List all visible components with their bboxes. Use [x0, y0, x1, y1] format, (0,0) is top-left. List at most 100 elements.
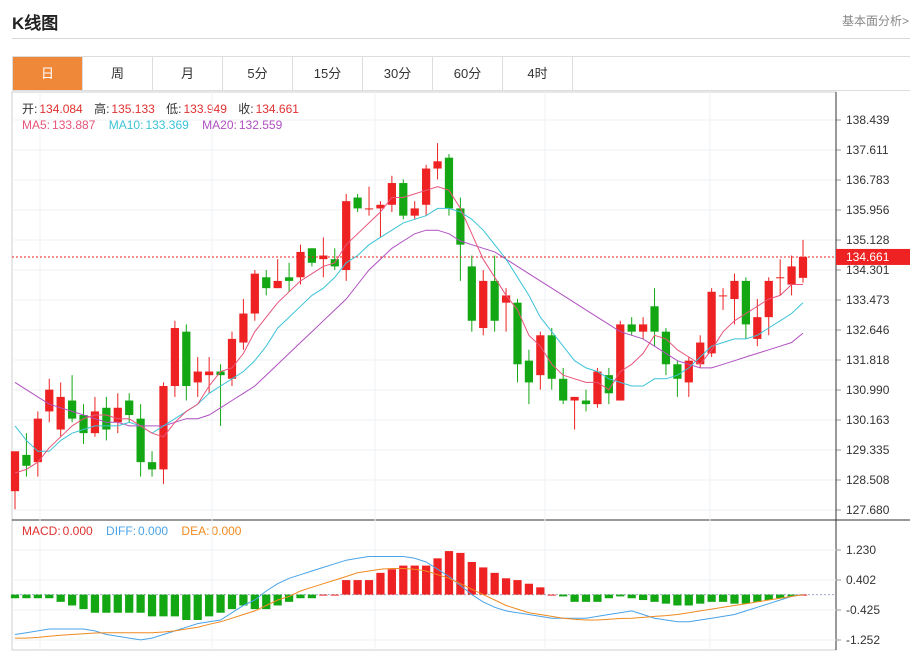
macd-bar	[741, 594, 751, 604]
candle-body	[113, 407, 122, 423]
macd-bar	[764, 594, 773, 601]
macd-bar	[79, 594, 88, 610]
ma10-label: MA10:	[108, 118, 144, 132]
open-label: 开:	[22, 102, 38, 116]
macd-bar	[170, 594, 179, 617]
macd-bar	[250, 594, 259, 610]
macd-bar	[513, 580, 522, 595]
candle-body	[45, 389, 54, 412]
macd-plot-frame	[11, 519, 837, 651]
candle-body	[376, 204, 385, 209]
macd-bar	[353, 580, 362, 595]
macd-bar	[262, 594, 271, 610]
macd-bar	[456, 552, 465, 595]
candle-body	[353, 197, 362, 209]
macd-bar	[10, 594, 20, 599]
candle-body	[787, 266, 796, 285]
macd-bar	[296, 594, 305, 599]
candle-body	[205, 371, 214, 376]
macd-bar	[45, 594, 54, 599]
macd-bar	[410, 565, 419, 595]
candle-body	[604, 375, 613, 394]
candle-body	[456, 208, 465, 245]
dea-line	[15, 568, 804, 639]
ma5-line	[14, 186, 803, 474]
macd-bar	[113, 594, 122, 613]
ma10-value: 133.369	[145, 118, 189, 132]
y-tick-label: 130.990	[846, 383, 890, 397]
candle-body	[673, 364, 682, 379]
candle-body	[467, 266, 476, 321]
diff-value: 0.000	[138, 524, 169, 538]
diff-line	[14, 556, 804, 641]
candle-body	[479, 280, 488, 329]
macd-bar	[444, 551, 454, 595]
macd-bar	[364, 580, 374, 595]
candle-body	[741, 280, 751, 325]
candle-body	[570, 396, 579, 401]
macd-bar	[639, 594, 648, 601]
macd-bar	[147, 594, 157, 617]
ma-readout: MA5: 133.887 MA10: 133.369 MA20: 132.559	[22, 118, 284, 132]
candle-body	[307, 248, 317, 263]
candle-body	[125, 400, 134, 416]
candle-body	[422, 168, 431, 205]
candle-body	[524, 360, 534, 383]
macd-bar	[330, 594, 339, 596]
candle-body	[56, 396, 65, 430]
candle-body	[284, 277, 294, 281]
ma20-label: MA20:	[202, 118, 237, 132]
ma20-value: 132.559	[238, 118, 283, 132]
macd-bar	[547, 594, 556, 596]
macd-bar	[284, 594, 294, 602]
y-tick-label: 137.611	[846, 143, 889, 157]
macd-bar	[239, 594, 248, 606]
tab-30min[interactable]: 30分	[363, 57, 433, 90]
macd-bar	[479, 567, 488, 595]
macd-bar	[376, 572, 385, 595]
macd-bar	[319, 594, 328, 596]
macd-bar	[342, 580, 351, 595]
macd-bar	[787, 594, 796, 597]
last-price-tag-label: 134.661	[846, 250, 890, 264]
macd-value: 0.000	[62, 524, 93, 538]
candle-body	[718, 295, 728, 297]
macd-bar	[67, 594, 77, 606]
fundamental-analysis-link[interactable]: 基本面分析>	[841, 14, 909, 28]
tab-week[interactable]: 周	[83, 57, 153, 90]
y-tick-label: 138.439	[846, 113, 890, 127]
macd-bar	[56, 594, 65, 602]
macd-bar	[193, 594, 202, 620]
candle-body	[136, 418, 145, 463]
candle-body	[547, 335, 556, 379]
macd-tick-label: -1.252	[846, 633, 880, 647]
tab-60min[interactable]: 60分	[433, 57, 503, 90]
ma5-value: 133.887	[52, 118, 96, 132]
macd-bar	[205, 594, 214, 617]
y-tick-label: 130.163	[846, 413, 890, 427]
diff-label: DIFF:	[106, 524, 137, 538]
macd-bar	[604, 594, 613, 599]
tab-5min[interactable]: 5分	[223, 57, 293, 90]
macd-bar	[753, 594, 762, 602]
candle-body	[650, 306, 659, 332]
macd-bar	[307, 594, 317, 599]
candle-body	[707, 291, 716, 354]
candle-body	[102, 407, 111, 430]
macd-bar	[501, 578, 511, 595]
tab-4hour[interactable]: 4时	[503, 57, 573, 90]
tab-month[interactable]: 月	[153, 57, 223, 90]
low-value: 133.949	[183, 102, 227, 116]
y-tick-label: 131.818	[846, 353, 890, 367]
candle-body	[399, 183, 408, 216]
candle-body	[730, 280, 739, 300]
header: K线图 基本面分析>	[0, 0, 919, 40]
macd-bar	[627, 594, 636, 599]
macd-bar	[581, 594, 591, 602]
low-label: 低:	[166, 102, 182, 116]
macd-bar	[570, 594, 579, 602]
candle-body	[684, 360, 693, 383]
tab-day[interactable]: 日	[13, 57, 83, 90]
tab-15min[interactable]: 15分	[293, 57, 363, 90]
